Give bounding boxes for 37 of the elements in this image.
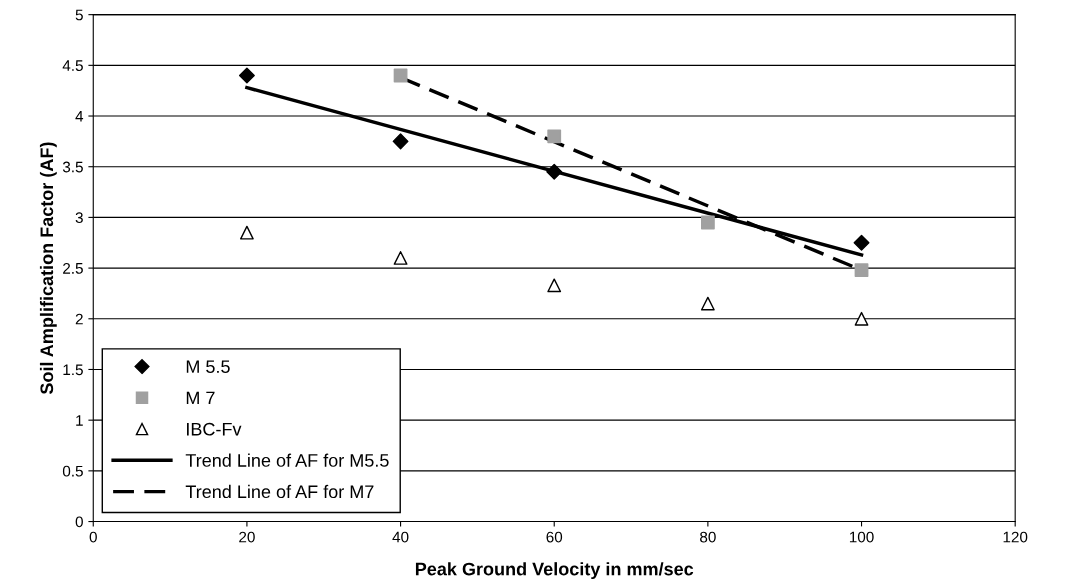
y-tick-label: 3.5	[62, 161, 83, 173]
point	[853, 234, 870, 251]
x-axis-title: Peak Ground Velocity in mm/sec	[415, 562, 694, 579]
x-tick-label: 120	[1003, 531, 1028, 543]
point	[547, 278, 562, 293]
x-tick-label: 100	[849, 531, 874, 543]
point	[854, 263, 869, 278]
y-tick-label: 1.5	[63, 364, 83, 376]
y-tick-label: 4.5	[62, 60, 83, 72]
y-tick-label: 2	[75, 313, 83, 325]
point	[854, 311, 869, 326]
y-tick-label: 2.5	[63, 262, 83, 274]
y-tick-label: 1	[76, 415, 83, 426]
point	[393, 251, 408, 265]
y-axis-title: Soil Amplification Factor (AF)	[39, 142, 57, 395]
legend-label: Trend Line of AF for M5.5	[185, 453, 389, 467]
x-tick-label: 80	[700, 531, 716, 543]
x-tick-label: 20	[239, 531, 255, 543]
legend-label: M 7	[186, 391, 215, 405]
y-tick-label: 5	[75, 9, 83, 21]
point	[700, 296, 715, 311]
point	[238, 67, 255, 84]
legend-label: Trend Line of AF for M7	[185, 484, 374, 499]
y-tick-label: 4	[75, 111, 84, 122]
point	[392, 133, 409, 150]
y-tick-label: 0	[75, 516, 83, 528]
x-tick-label: 40	[392, 531, 409, 543]
point	[547, 129, 562, 144]
y-tick-label: 0.5	[62, 465, 83, 477]
legend-label: M 5.5	[186, 360, 230, 374]
legend-label: IBC-Fv	[187, 422, 242, 436]
point	[240, 225, 254, 240]
y-tick-label: 3	[75, 212, 83, 224]
x-tick-label: 0	[89, 531, 97, 543]
point	[546, 163, 563, 180]
point	[700, 215, 715, 230]
x-tick-label: 60	[546, 531, 563, 543]
